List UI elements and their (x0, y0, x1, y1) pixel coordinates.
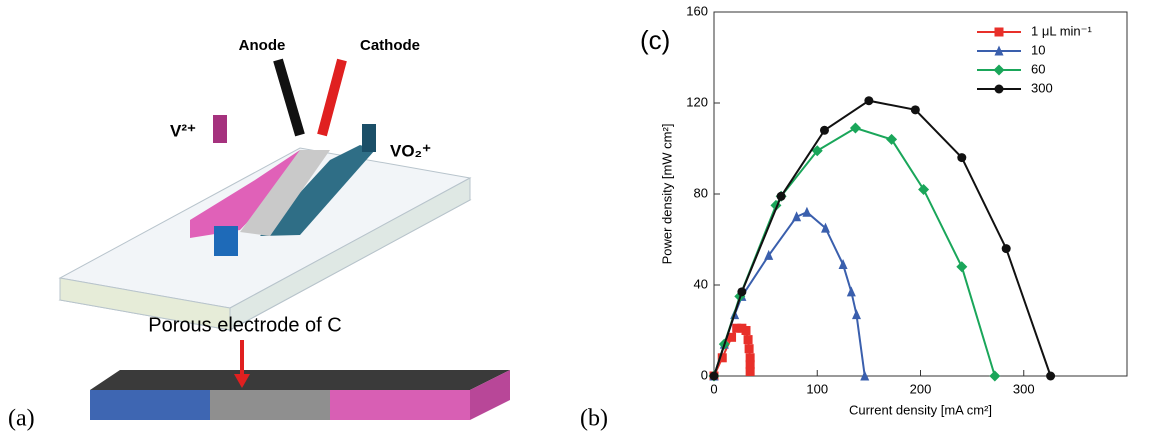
marker (819, 125, 829, 135)
marker (776, 191, 786, 201)
x-tick-label: 200 (910, 381, 932, 396)
membrane (240, 150, 330, 236)
marker (802, 206, 812, 217)
anode-label: Anode (239, 37, 286, 54)
panel-a: (a) (8, 406, 35, 432)
electrode-pink (330, 390, 470, 420)
marker (957, 153, 967, 163)
marker (709, 371, 719, 381)
chart-title: (c) (640, 25, 670, 55)
marker (745, 366, 755, 376)
anode-channel (190, 150, 310, 238)
marker (717, 353, 727, 363)
marker (1046, 371, 1056, 381)
marker (956, 261, 968, 273)
v2-label: V²⁺ (170, 121, 196, 140)
legend-label: 1 μL min⁻¹ (1031, 23, 1093, 38)
marker (989, 370, 1001, 382)
vo2-label: VO₂⁺ (390, 141, 431, 160)
porous-label: Porous electrode of C (148, 314, 341, 336)
panel-b: (b) (580, 406, 608, 432)
marker (821, 222, 831, 233)
marker (811, 145, 823, 157)
marker (727, 332, 737, 342)
electrode-blue (90, 390, 210, 420)
marker (1001, 244, 1011, 254)
y-tick-label: 0 (701, 367, 708, 382)
marker (764, 249, 774, 260)
x-tick-label: 100 (806, 381, 828, 396)
outlet (214, 226, 238, 256)
cell-diagram: Anode Cathode V²⁺ VO₂⁺ Porous electrode … (8, 37, 608, 432)
marker (994, 84, 1004, 94)
marker (994, 45, 1004, 56)
marker (864, 96, 874, 106)
marker (910, 105, 920, 115)
electrode-end (470, 370, 510, 420)
cathode-label: Cathode (360, 37, 420, 54)
marker (886, 133, 898, 145)
marker (849, 122, 861, 134)
legend-label: 10 (1031, 42, 1045, 57)
y-tick-label: 160 (686, 3, 708, 18)
y-tick-label: 120 (686, 94, 708, 109)
marker (993, 64, 1005, 76)
marker (851, 309, 861, 320)
inlet-v2 (213, 115, 227, 143)
marker (846, 286, 856, 297)
cathode-channel (260, 145, 375, 236)
marker (745, 360, 755, 370)
x-tick-label: 300 (1013, 381, 1035, 396)
x-tick-label: 0 (710, 381, 717, 396)
marker (918, 183, 930, 195)
marker (743, 335, 753, 345)
marker (732, 323, 742, 333)
legend-label: 300 (1031, 80, 1053, 95)
marker (994, 27, 1004, 37)
marker (744, 344, 754, 354)
marker (741, 326, 751, 335)
cathode-wire (317, 58, 347, 137)
y-tick-label: 40 (694, 276, 708, 291)
series-line (713, 126, 996, 377)
marker (838, 259, 848, 270)
plot-frame (713, 11, 1128, 377)
anode-wire (273, 58, 305, 137)
marker (792, 211, 802, 222)
electrode-porous (210, 390, 330, 420)
series-line (713, 99, 1052, 377)
legend-label: 60 (1031, 61, 1045, 76)
y-axis-label: Power density [mW cm²] (659, 124, 674, 265)
inlet-vo2 (362, 124, 376, 152)
marker (860, 370, 870, 381)
pointer-head (234, 374, 250, 388)
y-tick-label: 80 (694, 185, 708, 200)
slab-front (229, 177, 471, 331)
marker (745, 353, 755, 363)
x-axis-label: Current density [mA cm²] (849, 402, 992, 417)
marker (737, 287, 747, 297)
electrode-top (90, 370, 510, 390)
